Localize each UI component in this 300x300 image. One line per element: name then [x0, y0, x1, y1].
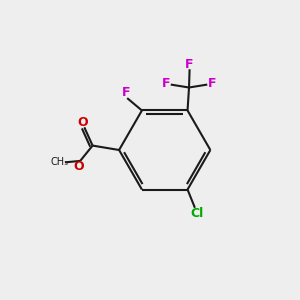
Text: O: O [78, 116, 88, 128]
Text: CH₃: CH₃ [50, 158, 69, 167]
Text: F: F [122, 86, 130, 99]
Text: Cl: Cl [190, 207, 203, 220]
Text: O: O [74, 160, 84, 173]
Text: F: F [185, 58, 194, 71]
Text: F: F [162, 77, 170, 90]
Text: F: F [208, 77, 216, 90]
